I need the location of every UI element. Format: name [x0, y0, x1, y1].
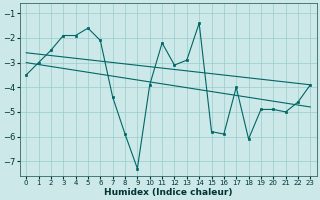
X-axis label: Humidex (Indice chaleur): Humidex (Indice chaleur) [104, 188, 233, 197]
